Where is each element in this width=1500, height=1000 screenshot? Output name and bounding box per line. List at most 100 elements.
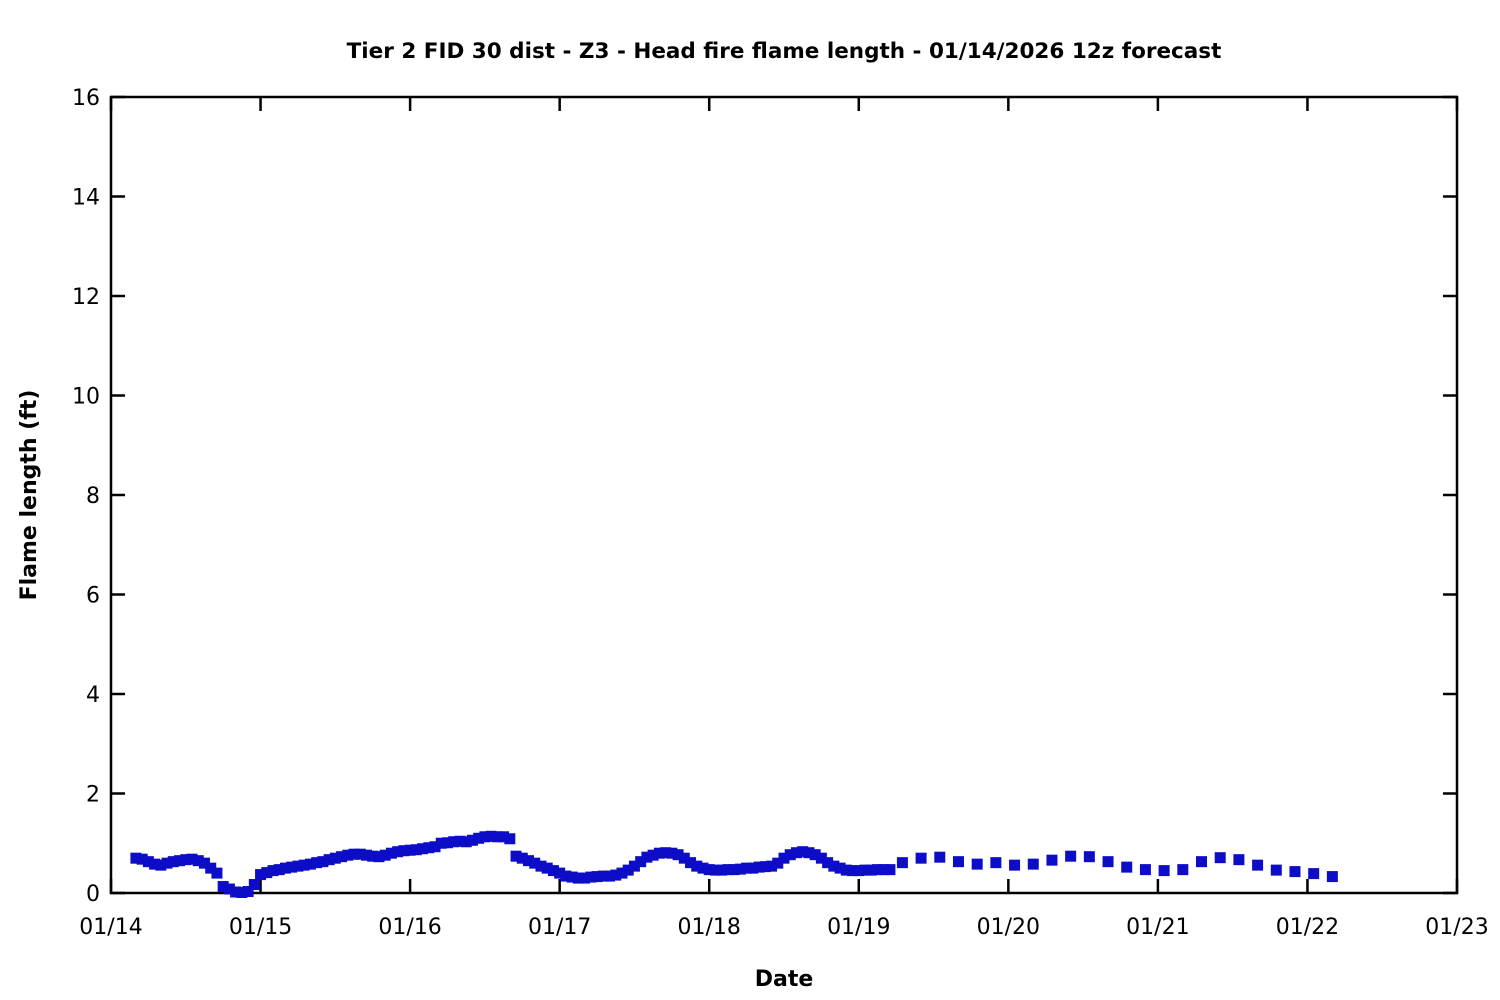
data-point (523, 855, 535, 867)
data-point (971, 858, 983, 870)
data-point (311, 857, 323, 869)
y-tick-label: 2 (86, 783, 100, 808)
data-point (479, 831, 491, 843)
data-point (485, 830, 497, 842)
data-point (267, 865, 279, 877)
data-point (174, 855, 186, 867)
data-point (878, 864, 890, 876)
data-point (535, 860, 547, 872)
y-tick-label: 16 (72, 86, 100, 111)
data-point (242, 886, 254, 898)
data-point (261, 867, 273, 879)
data-point (473, 832, 485, 844)
data-point (547, 865, 559, 877)
data-point (579, 872, 591, 884)
data-point (840, 864, 852, 876)
data-point (653, 847, 665, 859)
data-point (1233, 854, 1245, 866)
data-point (498, 831, 510, 843)
chart-title: Tier 2 FID 30 dist - Z3 - Head fire flam… (347, 39, 1222, 64)
data-point (379, 849, 391, 861)
data-point (510, 850, 522, 862)
data-point (186, 853, 198, 865)
axis-ticks (109, 95, 1459, 895)
data-point (560, 870, 572, 882)
data-point (660, 847, 672, 859)
y-tick-label: 4 (86, 683, 100, 708)
data-point (1214, 852, 1226, 864)
data-point (610, 869, 622, 881)
data-point (604, 870, 616, 882)
data-point (273, 864, 285, 876)
data-point (566, 871, 578, 883)
data-point (192, 855, 204, 867)
data-point (448, 836, 460, 848)
data-point (142, 856, 154, 868)
data-point (915, 852, 927, 864)
data-point (417, 843, 429, 855)
data-point (828, 860, 840, 872)
data-point (1009, 859, 1021, 871)
data-point (784, 849, 796, 861)
data-point (1177, 864, 1189, 876)
data-point (504, 833, 516, 845)
data-point (1065, 850, 1077, 862)
data-point (572, 872, 584, 884)
x-axis-label: Date (755, 967, 814, 992)
data-points (130, 830, 1338, 899)
data-point (896, 857, 908, 869)
y-tick-label: 14 (72, 186, 100, 211)
data-point (591, 871, 603, 883)
x-tick-label: 01/20 (977, 915, 1040, 940)
data-point (809, 849, 821, 861)
data-point (1158, 865, 1170, 877)
x-tick-label: 01/17 (528, 915, 591, 940)
data-point (1252, 859, 1264, 871)
data-point (1121, 861, 1133, 873)
data-point (466, 834, 478, 846)
data-point (934, 851, 946, 863)
data-point (635, 856, 647, 868)
data-point (292, 860, 304, 872)
data-point (1139, 864, 1151, 876)
data-point (952, 856, 964, 868)
data-point (167, 856, 179, 868)
data-point (410, 844, 422, 856)
x-tick-label: 01/14 (79, 915, 142, 940)
x-tick-labels: 01/14 01/15 01/16 01/17 01/18 01/19 01/20 01/21… (79, 915, 1488, 940)
data-point (460, 836, 472, 848)
data-point (155, 859, 167, 871)
data-point (716, 864, 728, 876)
data-point (728, 864, 740, 876)
data-point (373, 851, 385, 863)
x-tick-label: 01/19 (827, 915, 890, 940)
data-point (367, 850, 379, 862)
y-axis-label: Flame length (ft) (17, 390, 42, 601)
data-point (616, 867, 628, 879)
y-tick-labels: 0 2 4 6 8 10 12 14 16 (72, 86, 100, 907)
plot-border-rect (109, 95, 1459, 895)
data-point (834, 862, 846, 874)
data-point (1083, 851, 1095, 863)
data-point (236, 887, 248, 899)
data-point (398, 845, 410, 857)
data-point (354, 848, 366, 860)
data-point (230, 886, 242, 898)
data-point (865, 864, 877, 876)
data-point (286, 861, 298, 873)
data-point (628, 860, 640, 872)
data-point (1102, 856, 1114, 868)
data-point (1046, 854, 1058, 866)
data-point (180, 854, 192, 866)
data-point (815, 852, 827, 864)
data-point (1027, 858, 1039, 870)
y-tick-label: 8 (86, 484, 100, 509)
data-point (336, 851, 348, 863)
data-point (766, 860, 778, 872)
x-tick-label: 01/18 (678, 915, 741, 940)
data-point (529, 857, 541, 869)
data-point (279, 862, 291, 874)
y-tick-label: 0 (86, 882, 100, 907)
data-point (759, 861, 771, 873)
data-point (342, 849, 354, 861)
